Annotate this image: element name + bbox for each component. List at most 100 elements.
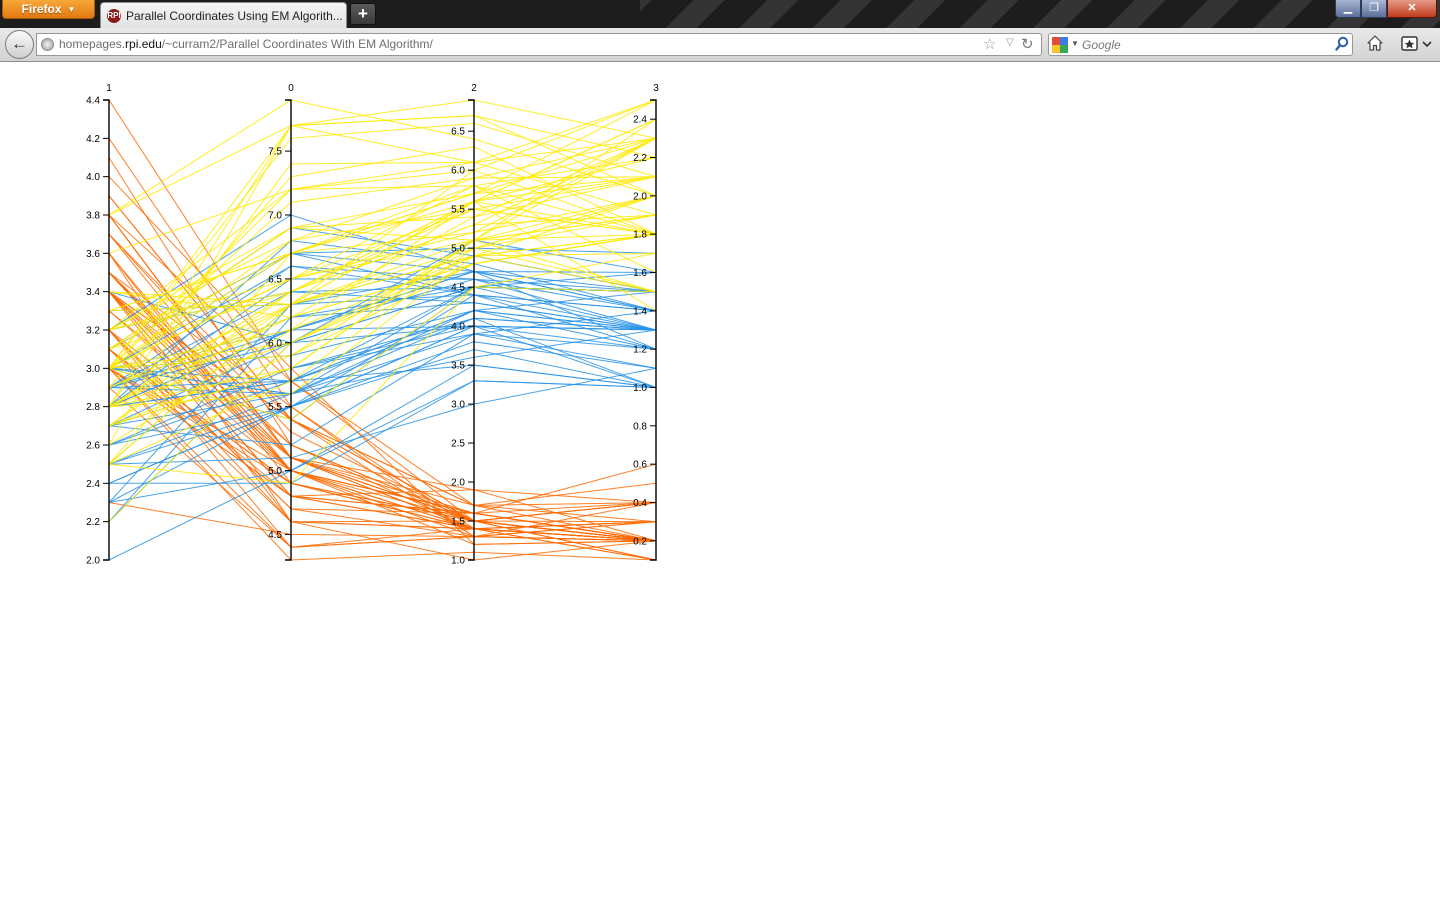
back-button[interactable]: ← [5,30,34,59]
data-line [108,137,657,318]
tick-label: 3.8 [86,211,100,222]
search-input[interactable] [1082,35,1332,54]
tick-label: 2.6 [86,441,100,452]
tick-label: 6.0 [451,166,465,177]
chevron-down-icon: ▼ [67,5,76,14]
data-line [108,233,657,388]
data-line [108,247,657,523]
data-line [108,137,657,331]
tick-label: 2.4 [633,115,647,126]
tab-active[interactable]: RPI Parallel Coordinates Using EM Algori… [100,2,347,28]
star-icon[interactable]: ☆ [983,36,997,53]
url-host: rpi.edu [125,37,162,51]
data-line [108,233,657,369]
axis-title: 0 [288,83,294,94]
data-line [108,138,657,542]
data-line [108,364,657,446]
data-line [108,325,657,465]
data-line [108,137,657,369]
maximize-button[interactable]: ❐ [1361,0,1387,18]
data-line [108,278,657,408]
data-line [108,272,657,514]
search-bar: ▼ [1048,33,1353,56]
data-line [108,169,657,331]
data-lines [108,99,657,561]
new-tab-button[interactable]: + [350,3,376,25]
url-path: /~curram2/Parallel Coordinates With EM A… [161,37,433,51]
url-bar[interactable]: homepages.rpi.edu/~curram2/Parallel Coor… [36,33,1042,56]
data-line [108,185,657,369]
chevron-down-icon[interactable]: ▼ [1071,39,1079,48]
parallel-coordinates-chart: 1 2.0 2.2 2.4 2.6 2.8 3.0 3.2 3.4 3.6 3.8 4.0 4.2 4.4… [86,83,659,567]
home-icon [1367,35,1383,51]
axis-1: 1 2.0 2.2 2.4 2.6 2.8 3.0 3.2 3.4 3.6 3.8 4.0 4.2 4.4 [86,83,112,567]
data-line [108,348,657,484]
tick-label: 2.0 [86,556,100,567]
data-line [108,125,657,369]
axes: 1 2.0 2.2 2.4 2.6 2.8 3.0 3.2 3.4 3.6 3.8 4.0 4.2 4.4… [86,83,659,567]
axis-line [468,99,475,561]
tick-label: 5.5 [268,402,282,413]
page-content: 1 2.0 2.2 2.4 2.6 2.8 3.0 3.2 3.4 3.6 3.8 4.0 4.2 4.4… [0,62,1440,900]
tick-label: 2.8 [86,402,100,413]
tick-label: 1.0 [451,556,465,567]
tick-label: 5.5 [451,205,465,216]
tick-label: 4.0 [451,322,465,333]
axis-title: 1 [106,83,112,94]
data-line [108,380,657,503]
data-line [108,333,657,465]
data-line [108,200,657,446]
minimize-button[interactable]: ▁ [1335,0,1361,18]
tick-label: 2.0 [451,478,465,489]
tick-label: 4.4 [86,96,100,107]
tick-label: 1.6 [633,268,647,279]
tick-label: 6.5 [451,127,465,138]
tick-label: 3.2 [86,326,100,337]
tick-label: 4.5 [451,283,465,294]
tick-label: 2.5 [451,439,465,450]
tick-label: 5.0 [268,466,282,477]
bookmarks-button[interactable] [1398,34,1434,56]
data-line [108,325,657,446]
tick-label: 3.0 [451,400,465,411]
titlebar-pattern [640,0,1440,28]
globe-icon[interactable] [41,38,54,51]
data-line [108,367,657,561]
data-line [108,233,657,542]
tick-label: 0.6 [633,460,647,471]
tick-label: 0.4 [633,498,647,509]
tick-label: 7.5 [268,147,282,158]
tick-label: 3.4 [86,287,100,298]
data-line [108,195,657,369]
navigation-toolbar: ← homepages.rpi.edu/~curram2/Parallel Co… [0,28,1440,62]
tick-label: 6.5 [268,274,282,285]
magnifier-icon[interactable] [1335,36,1349,57]
data-line [108,99,657,312]
tick-label: 0.8 [633,421,647,432]
data-line [108,367,657,465]
tick-label: 1.4 [633,306,647,317]
tick-label: 3.6 [86,249,100,260]
back-arrow-icon: ← [11,34,28,53]
chevron-down-icon[interactable]: ▽ [1006,37,1014,48]
google-icon[interactable] [1052,37,1068,53]
tick-label: 4.0 [86,172,100,183]
data-line [108,195,657,408]
url-prefix: homepages. [59,37,126,51]
data-line [108,294,657,446]
data-line [108,137,657,350]
tick-label: 1.8 [633,230,647,241]
url-text[interactable]: homepages.rpi.edu/~curram2/Parallel Coor… [59,34,433,55]
tick-label: 1.0 [633,383,647,394]
home-button[interactable] [1362,34,1388,56]
data-line [108,367,657,561]
data-line [108,195,657,465]
firefox-menu-button[interactable]: Firefox ▼ [2,0,95,19]
tick-label: 2.0 [633,191,647,202]
reload-icon[interactable]: ↻ [1021,36,1034,53]
bookmarks-icon [1401,36,1432,51]
close-button[interactable]: ✕ [1387,0,1437,18]
tick-label: 3.5 [451,361,465,372]
tick-label: 2.4 [86,479,100,490]
axis-3: 3 0.2 0.4 0.6 0.8 1.0 1.2 1.4 1.6 1.8 2.0 2.2 2.4 [633,83,659,561]
